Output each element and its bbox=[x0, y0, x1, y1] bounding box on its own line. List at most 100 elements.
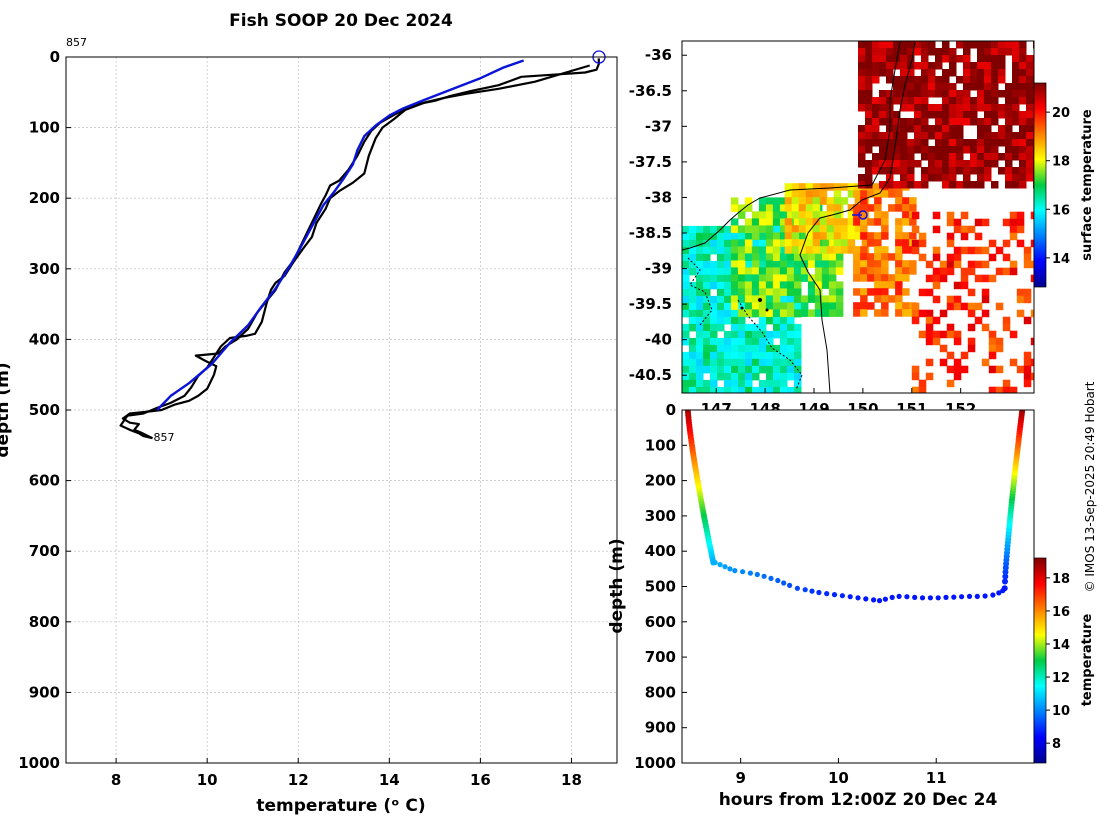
depth-time-point bbox=[761, 573, 767, 579]
depth-time-y-tick-label: 600 bbox=[645, 613, 676, 631]
depth-time-y-ticks: 0 100 200 300 400 500 600 700 800 900 1000 bbox=[634, 401, 687, 772]
depth-time-point bbox=[855, 595, 861, 601]
ascent-curve bbox=[1001, 410, 1026, 592]
profile-x-tick-label: 14 bbox=[379, 771, 400, 789]
depth-time-point bbox=[722, 564, 728, 570]
profile-panel: Fish SOOP 20 Dec 2024 8 10 12 14 16 18 0 100 20… bbox=[0, 11, 618, 816]
depth-time-point bbox=[831, 592, 838, 598]
profile-x-tick-label: 18 bbox=[561, 771, 582, 789]
map-y-tick-label: -39.5 bbox=[629, 295, 672, 313]
temperature-colorbar-ticks: 8 10 12 14 16 18 bbox=[1046, 572, 1070, 752]
depth-time-point bbox=[740, 569, 746, 575]
depth-time-point bbox=[876, 598, 883, 604]
sst-colorbar bbox=[1033, 82, 1047, 288]
vessel-track bbox=[852, 210, 868, 220]
map-y-tick-label: -38.5 bbox=[629, 224, 672, 242]
map-y-tick-label: -36.5 bbox=[629, 82, 672, 100]
map-y-tick-label: -37.5 bbox=[629, 153, 672, 171]
depth-time-point bbox=[727, 566, 733, 572]
depth-time-point bbox=[882, 596, 889, 602]
depth-time-y-tick-label: 800 bbox=[645, 683, 676, 701]
depth-time-y-tick-label: 1000 bbox=[634, 754, 676, 772]
sst-colorbar-ticks: 14 16 18 20 bbox=[1046, 106, 1070, 267]
depth-time-panel: 9 10 11 0 100 200 300 400 500 600 700 800 900 1000 h… bbox=[607, 401, 1095, 810]
depth-time-points bbox=[684, 410, 1026, 604]
profile-end-annotation: 857 bbox=[154, 431, 175, 444]
depth-time-point bbox=[839, 593, 846, 599]
temperature-colorbar-tick-label: 14 bbox=[1052, 638, 1070, 653]
depth-time-point bbox=[912, 594, 918, 601]
map-y-tick-label: -40 bbox=[645, 331, 672, 349]
temperature-colorbar-tick-label: 18 bbox=[1052, 572, 1070, 587]
depth-time-point bbox=[747, 570, 754, 576]
depth-time-y-tick-label: 100 bbox=[645, 436, 676, 454]
depth-time-point bbox=[1002, 578, 1008, 585]
profile-y-tick-label: 900 bbox=[29, 683, 60, 701]
depth-time-point bbox=[787, 582, 793, 589]
depth-time-point bbox=[794, 585, 801, 591]
depth-time-point bbox=[990, 592, 996, 598]
depth-time-y-tick-label: 900 bbox=[645, 719, 676, 737]
temperature-colorbar-tick-label: 10 bbox=[1052, 704, 1070, 719]
depth-time-point bbox=[775, 577, 781, 584]
depth-time-y-tick-label: 400 bbox=[645, 542, 676, 560]
depth-time-point bbox=[1000, 588, 1006, 594]
profile-start-annotation: 857 bbox=[66, 36, 87, 49]
profile-annotations: 857 857 bbox=[66, 36, 175, 444]
vessel-position-marker bbox=[858, 210, 868, 220]
depth-time-y-tick-label: 0 bbox=[666, 401, 676, 419]
depth-time-y-tick-label: 300 bbox=[645, 507, 676, 525]
profile-y-tick-label: 700 bbox=[29, 542, 60, 560]
depth-time-x-axis-label: hours from 12:00Z 20 Dec 24 bbox=[719, 790, 998, 810]
profile-y-tick-label: 400 bbox=[29, 330, 60, 348]
temperature-colorbar-tick-label: 8 bbox=[1052, 737, 1061, 752]
sst-colorbar-tick-label: 20 bbox=[1052, 106, 1070, 121]
depth-time-point bbox=[824, 591, 830, 597]
depth-time-y-tick-label: 700 bbox=[645, 648, 676, 666]
sst-colorbar-tick-label: 14 bbox=[1052, 252, 1070, 267]
sst-patch bbox=[784, 183, 870, 254]
depth-time-point bbox=[966, 593, 973, 600]
depth-time-point bbox=[1019, 410, 1026, 413]
depth-time-point bbox=[816, 589, 822, 596]
profile-y-tick-label: 500 bbox=[29, 401, 60, 419]
sst-colorbar-label: surface temperature bbox=[1080, 109, 1095, 261]
sst-colorbar-tick-label: 18 bbox=[1052, 155, 1070, 170]
sst-colorbar-tick-label: 16 bbox=[1052, 203, 1070, 218]
profile-y-tick-label: 1000 bbox=[18, 754, 60, 772]
depth-time-point bbox=[889, 594, 895, 601]
profile-y-tick-label: 100 bbox=[29, 119, 60, 137]
profile-x-tick-label: 16 bbox=[470, 771, 491, 789]
depth-time-point bbox=[943, 594, 949, 601]
profile-x-axis-label: temperature (ᵒ C) bbox=[256, 796, 425, 816]
depth-time-point bbox=[754, 571, 760, 578]
profile-y-tick-label: 800 bbox=[29, 613, 60, 631]
temperature-colorbar-tick-label: 12 bbox=[1052, 671, 1070, 686]
depth-time-point bbox=[781, 580, 787, 586]
sst-patch bbox=[858, 41, 1034, 189]
imos-credit: © IMOS 13-Sep-2025 20:49 Hobart bbox=[1083, 381, 1097, 592]
depth-time-point bbox=[1002, 573, 1009, 580]
profile-y-tick-label: 600 bbox=[29, 472, 60, 490]
sst-patch bbox=[911, 211, 1034, 393]
depth-time-point bbox=[904, 594, 910, 600]
depth-time-y-axis-label: depth (m) bbox=[607, 538, 627, 633]
temperature-colorbar-tick-label: 16 bbox=[1052, 605, 1070, 620]
map-y-tick-label: -36 bbox=[645, 46, 672, 64]
temperature-colorbar bbox=[1033, 557, 1047, 764]
depth-time-point bbox=[809, 588, 815, 594]
depth-time-x-tick-label: 10 bbox=[828, 769, 849, 787]
depth-time-point bbox=[974, 593, 980, 600]
sst-field bbox=[682, 41, 1034, 393]
depth-time-point bbox=[935, 595, 941, 601]
depth-time-point bbox=[959, 594, 965, 600]
profile-y-tick-label: 200 bbox=[29, 189, 60, 207]
depth-time-point bbox=[996, 590, 1002, 596]
temperature-colorbar-label: temperature bbox=[1080, 614, 1095, 707]
depth-time-point bbox=[951, 594, 957, 600]
depth-time-y-tick-label: 200 bbox=[645, 472, 676, 490]
depth-time-point bbox=[982, 593, 988, 599]
depth-time-x-ticks: 9 10 11 bbox=[735, 758, 947, 787]
profile-y-tick-label: 0 bbox=[50, 48, 60, 66]
